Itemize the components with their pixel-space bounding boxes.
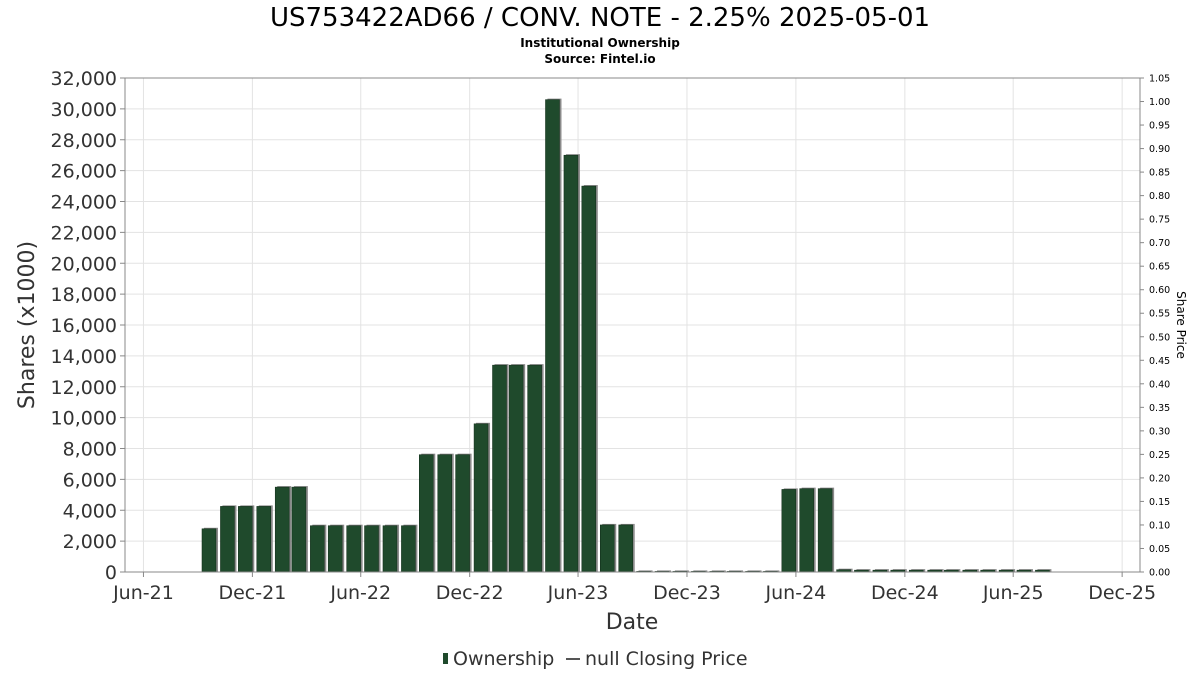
- y2-tick-label: 0.85: [1149, 168, 1170, 179]
- y-tick-label: 18,000: [51, 284, 117, 306]
- x-tick-label: Dec-21: [218, 582, 286, 604]
- y-tick-label: 4,000: [63, 500, 117, 522]
- bar: [473, 423, 489, 573]
- legend: Ownership null Closing Price: [443, 648, 748, 670]
- bar: [364, 525, 379, 573]
- bar: [781, 489, 797, 573]
- y2-tick-label: 1.05: [1149, 74, 1170, 85]
- legend-ownership-label: Ownership: [453, 648, 554, 670]
- y-tick-label: 0: [105, 562, 117, 584]
- bar: [817, 488, 833, 573]
- y-tick-label: 24,000: [51, 192, 117, 214]
- x-axis-label: Date: [606, 610, 659, 635]
- x-tick-label: Dec-24: [871, 582, 939, 604]
- y-tick-label: 14,000: [51, 346, 117, 368]
- y-tick-label: 32,000: [51, 68, 117, 90]
- x-tick-label: Jun-21: [112, 582, 174, 604]
- chart-source: Source: Fintel.io: [544, 52, 656, 66]
- y-tick-label: 2,000: [63, 531, 117, 553]
- x-tick-label: Jun-23: [547, 582, 609, 604]
- bar-series: [201, 98, 1052, 573]
- y2-tick-label: 0.50: [1149, 332, 1170, 343]
- x-tick-label: Dec-22: [436, 582, 504, 604]
- y-axis: 0 2,000 4,000 6,000 8,000 10,000 12,000 14,000 1…: [51, 68, 125, 584]
- bar: [618, 524, 633, 573]
- y-axis-label: Shares (x1000): [15, 241, 40, 409]
- y2-tick-label: 0.75: [1149, 215, 1170, 226]
- x-tick-label: Dec-23: [653, 582, 721, 604]
- chart-title: US753422AD66 / CONV. NOTE - 2.25% 2025-0…: [269, 3, 931, 33]
- y2-tick-label: 0.00: [1149, 568, 1170, 579]
- y-tick-label: 26,000: [51, 161, 117, 183]
- bar: [401, 525, 416, 573]
- y2-tick-label: 1.00: [1149, 97, 1170, 108]
- y2-tick-label: 0.30: [1149, 426, 1170, 437]
- bar: [508, 364, 524, 573]
- bar: [238, 506, 253, 573]
- bar: [310, 525, 325, 573]
- y2-tick-label: 0.95: [1149, 121, 1170, 132]
- x-tick-label: Dec-25: [1088, 582, 1156, 604]
- bar: [256, 506, 272, 573]
- bar: [291, 486, 307, 573]
- y-tick-label: 6,000: [63, 469, 117, 491]
- bar: [346, 525, 361, 573]
- bar: [545, 99, 560, 573]
- bar: [492, 364, 507, 573]
- y2-tick-label: 0.60: [1149, 285, 1170, 296]
- y2-tick-label: 0.25: [1149, 450, 1170, 461]
- x-tick-label: Jun-22: [329, 582, 391, 604]
- y2-tick-label: 0.55: [1149, 309, 1170, 320]
- y-tick-label: 30,000: [51, 99, 117, 121]
- bar: [599, 524, 615, 573]
- y2-tick-label: 0.45: [1149, 356, 1170, 367]
- bar: [799, 488, 814, 573]
- y-tick-label: 22,000: [51, 222, 117, 244]
- chart-subtitle: Institutional Ownership: [520, 36, 680, 50]
- bar: [220, 506, 235, 573]
- bar: [437, 454, 452, 573]
- y-tick-label: 8,000: [63, 439, 117, 461]
- y2-tick-label: 0.20: [1149, 473, 1170, 484]
- bar: [274, 486, 290, 573]
- y2-axis: 0.00 0.05 0.10 0.15 0.20 0.25 0.30 0.35 0.40 0.45…: [1140, 74, 1170, 579]
- y2-tick-label: 0.05: [1149, 544, 1170, 555]
- y2-tick-label: 0.80: [1149, 191, 1170, 202]
- bar: [563, 154, 579, 573]
- legend-price-label: null Closing Price: [585, 648, 748, 670]
- y2-tick-label: 0.15: [1149, 497, 1170, 508]
- x-tick-label: Jun-25: [982, 582, 1044, 604]
- bar: [419, 454, 434, 573]
- bar: [581, 185, 597, 573]
- y2-tick-label: 0.90: [1149, 144, 1170, 155]
- x-tick-label: Jun-24: [765, 582, 827, 604]
- y-tick-label: 28,000: [51, 130, 117, 152]
- bar: [327, 525, 343, 573]
- bar: [382, 525, 398, 573]
- y2-tick-label: 0.70: [1149, 238, 1170, 249]
- y2-axis-label: Share Price: [1174, 291, 1188, 359]
- y2-tick-label: 0.10: [1149, 520, 1170, 531]
- legend-ownership-swatch: [443, 653, 448, 664]
- y2-tick-label: 0.65: [1149, 262, 1170, 273]
- bar: [455, 454, 470, 573]
- y-tick-label: 12,000: [51, 377, 117, 399]
- y2-tick-label: 0.40: [1149, 379, 1170, 390]
- y2-tick-label: 0.35: [1149, 403, 1170, 414]
- y-tick-label: 10,000: [51, 408, 117, 430]
- y-tick-label: 16,000: [51, 315, 117, 337]
- y-tick-label: 20,000: [51, 253, 117, 275]
- bar: [201, 528, 217, 573]
- x-axis: Jun-21 Dec-21 Jun-22 Dec-22 Jun-23 Dec-23 Jun-…: [112, 572, 1156, 604]
- bar: [527, 364, 542, 573]
